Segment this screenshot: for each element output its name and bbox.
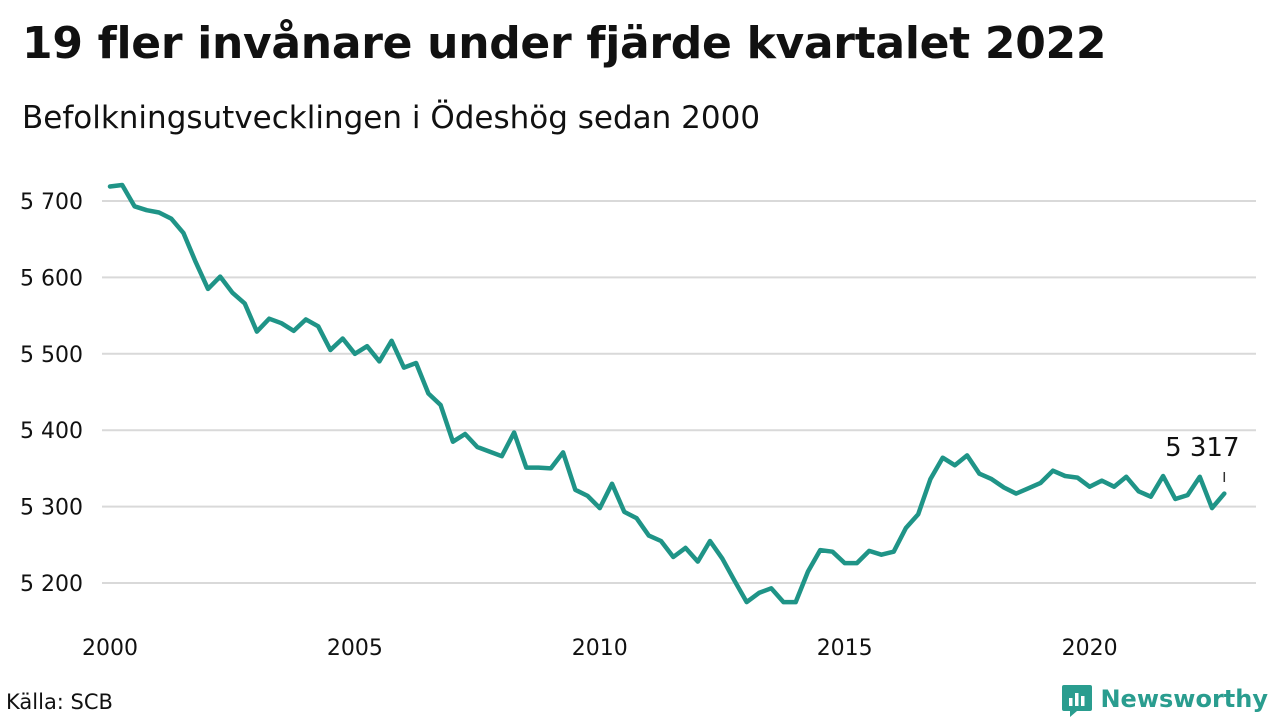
series-line — [107, 182, 1227, 605]
x-tick-label: 2015 — [817, 636, 873, 661]
y-tick-label: 5 400 — [20, 419, 83, 444]
x-tick-label: 2000 — [82, 636, 138, 661]
y-tick-label: 5 500 — [20, 343, 83, 368]
chart-title: 19 fler invånare under fjärde kvartalet … — [22, 18, 1107, 69]
last-value-label: 5 317 — [1165, 433, 1239, 463]
newsworthy-brand: Newsworthy — [1062, 681, 1268, 717]
y-tick-label: 5 200 — [20, 572, 83, 597]
x-tick-label: 2010 — [572, 636, 628, 661]
brand-name: Newsworthy — [1100, 685, 1268, 713]
y-tick-label: 5 300 — [20, 496, 83, 521]
source-label: Källa: SCB — [6, 690, 113, 714]
x-tick-label: 2005 — [327, 636, 383, 661]
y-tick-label: 5 600 — [20, 266, 83, 291]
chart-subtitle: Befolkningsutvecklingen i Ödeshög sedan … — [22, 100, 761, 136]
newsworthy-logo-icon — [1062, 685, 1093, 717]
x-tick-label: 2020 — [1062, 636, 1118, 661]
y-tick-label: 5 700 — [20, 190, 83, 215]
